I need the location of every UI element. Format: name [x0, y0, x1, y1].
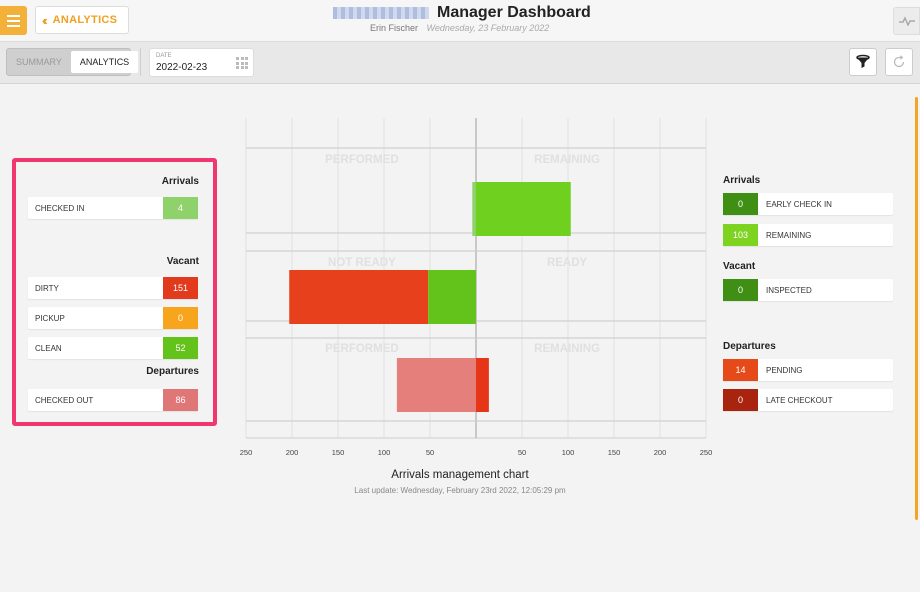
late-checkout-value: 0: [723, 389, 758, 411]
header-date: Wednesday, 23 February 2022: [426, 23, 550, 33]
checked-out-value: 86: [163, 389, 198, 411]
date-label: DATE: [156, 53, 172, 59]
app-header: ‹‹ ANALYTICS Manager Dashboard Erin Fisc…: [0, 0, 920, 42]
page-title: Manager Dashboard: [437, 4, 591, 21]
chart-bar: [428, 270, 476, 324]
chart-bar: [396, 358, 476, 412]
early-check-in-row[interactable]: 0 EARLY CHECK IN: [723, 193, 893, 215]
tab-analytics[interactable]: ANALYTICS: [70, 51, 139, 73]
tick-label: 100: [562, 448, 575, 457]
arrivals-management-chart: PERFORMED REMAINING NOT READY READY PERFORME…: [240, 118, 713, 457]
header-subtitle: Erin Fischer Wednesday, 23 February 2022: [370, 23, 549, 33]
checked-out-label: CHECKED OUT: [35, 395, 94, 405]
inspected-value: 0: [723, 279, 758, 301]
inspected-row[interactable]: 0 INSPECTED: [723, 279, 893, 301]
chart-bar: [476, 358, 489, 412]
late-checkout-row[interactable]: 0 LATE CHECKOUT: [723, 389, 893, 411]
filter-icon: [856, 54, 870, 68]
blurred-property-name: [333, 7, 429, 19]
pulse-icon: [898, 16, 915, 26]
back-button-label: ANALYTICS: [52, 14, 118, 26]
menu-icon-bar: [7, 19, 20, 22]
checked-in-label: CHECKED IN: [35, 203, 85, 213]
tick-label: 150: [332, 448, 345, 457]
pending-value: 14: [723, 359, 758, 381]
remaining-value: 103: [723, 224, 758, 246]
tick-label: 150: [608, 448, 621, 457]
highlighted-summary-panel: Arrivals CHECKED IN 4 Vacant DIRTY 151 P…: [12, 158, 217, 426]
early-check-in-value: 0: [723, 193, 758, 215]
view-switcher: SUMMARY ANALYTICS: [6, 48, 139, 76]
tick-label: 100: [378, 448, 391, 457]
date-value: 2022-02-23: [156, 62, 208, 73]
arrivals-title: Arrivals: [161, 176, 199, 187]
inspected-label: INSPECTED: [766, 285, 812, 295]
right-departures-title: Departures: [723, 341, 776, 352]
clean-value: 52: [163, 337, 198, 359]
row-left-label: PERFORMED: [325, 154, 398, 166]
tick-label: 200: [654, 448, 667, 457]
remaining-row[interactable]: 103 REMAINING: [723, 224, 893, 246]
divider: [140, 48, 141, 76]
chart-bar: [472, 182, 476, 236]
scrollbar[interactable]: [915, 97, 918, 520]
tick-label: 250: [240, 448, 253, 457]
clean-label: CLEAN: [35, 343, 62, 353]
tick-label: 250: [700, 448, 713, 457]
hamburger-menu-button[interactable]: [0, 6, 27, 35]
back-analytics-button[interactable]: ‹‹ ANALYTICS: [35, 6, 129, 34]
remaining-label: REMAINING: [766, 230, 812, 240]
pickup-row[interactable]: PICKUP 0: [28, 307, 198, 329]
vacant-title: Vacant: [166, 256, 199, 267]
tick-label: 50: [518, 448, 526, 457]
checked-in-value: 4: [163, 197, 198, 219]
pickup-value: 0: [163, 307, 198, 329]
right-arrivals-title: Arrivals: [723, 175, 761, 186]
row-left-label: NOT READY: [328, 257, 396, 269]
departures-title: Departures: [146, 366, 199, 377]
toolbar: SUMMARY ANALYTICS DATE 2022-02-23: [0, 42, 920, 84]
checked-in-row[interactable]: CHECKED IN 4: [28, 197, 198, 219]
chart-last-update: Last update: Wednesday, February 23rd 20…: [354, 486, 566, 495]
pending-label: PENDING: [766, 365, 803, 375]
menu-icon-bar: [7, 24, 20, 27]
clean-row[interactable]: CLEAN 52: [28, 337, 198, 359]
row-right-label: READY: [547, 257, 588, 269]
activity-button[interactable]: [893, 7, 920, 35]
early-check-in-label: EARLY CHECK IN: [766, 199, 832, 209]
menu-icon-bar: [7, 14, 20, 17]
late-checkout-label: LATE CHECKOUT: [766, 395, 833, 405]
tick-label: 50: [426, 448, 434, 457]
row-right-label: REMAINING: [534, 343, 600, 355]
double-chevron-left-icon: ‹‹: [42, 12, 47, 28]
dirty-value: 151: [163, 277, 198, 299]
dirty-label: DIRTY: [35, 283, 59, 293]
pickup-label: PICKUP: [35, 313, 65, 323]
chart-bar: [289, 270, 429, 324]
user-name: Erin Fischer: [370, 23, 419, 33]
chart-bar: [476, 182, 571, 236]
row-right-label: REMAINING: [534, 154, 600, 166]
tick-label: 200: [286, 448, 299, 457]
right-vacant-title: Vacant: [723, 261, 756, 272]
calendar-grid-icon: [236, 57, 248, 69]
dirty-row[interactable]: DIRTY 151: [28, 277, 198, 299]
chart-title: Arrivals management chart: [391, 469, 529, 481]
checked-out-row[interactable]: CHECKED OUT 86: [28, 389, 198, 411]
refresh-icon: [893, 55, 905, 68]
filter-button[interactable]: [849, 48, 877, 76]
pending-row[interactable]: 14 PENDING: [723, 359, 893, 381]
row-left-label: PERFORMED: [325, 343, 398, 355]
date-picker[interactable]: DATE 2022-02-23: [149, 48, 254, 77]
tab-summary[interactable]: SUMMARY: [16, 57, 62, 67]
refresh-button[interactable]: [885, 48, 913, 76]
